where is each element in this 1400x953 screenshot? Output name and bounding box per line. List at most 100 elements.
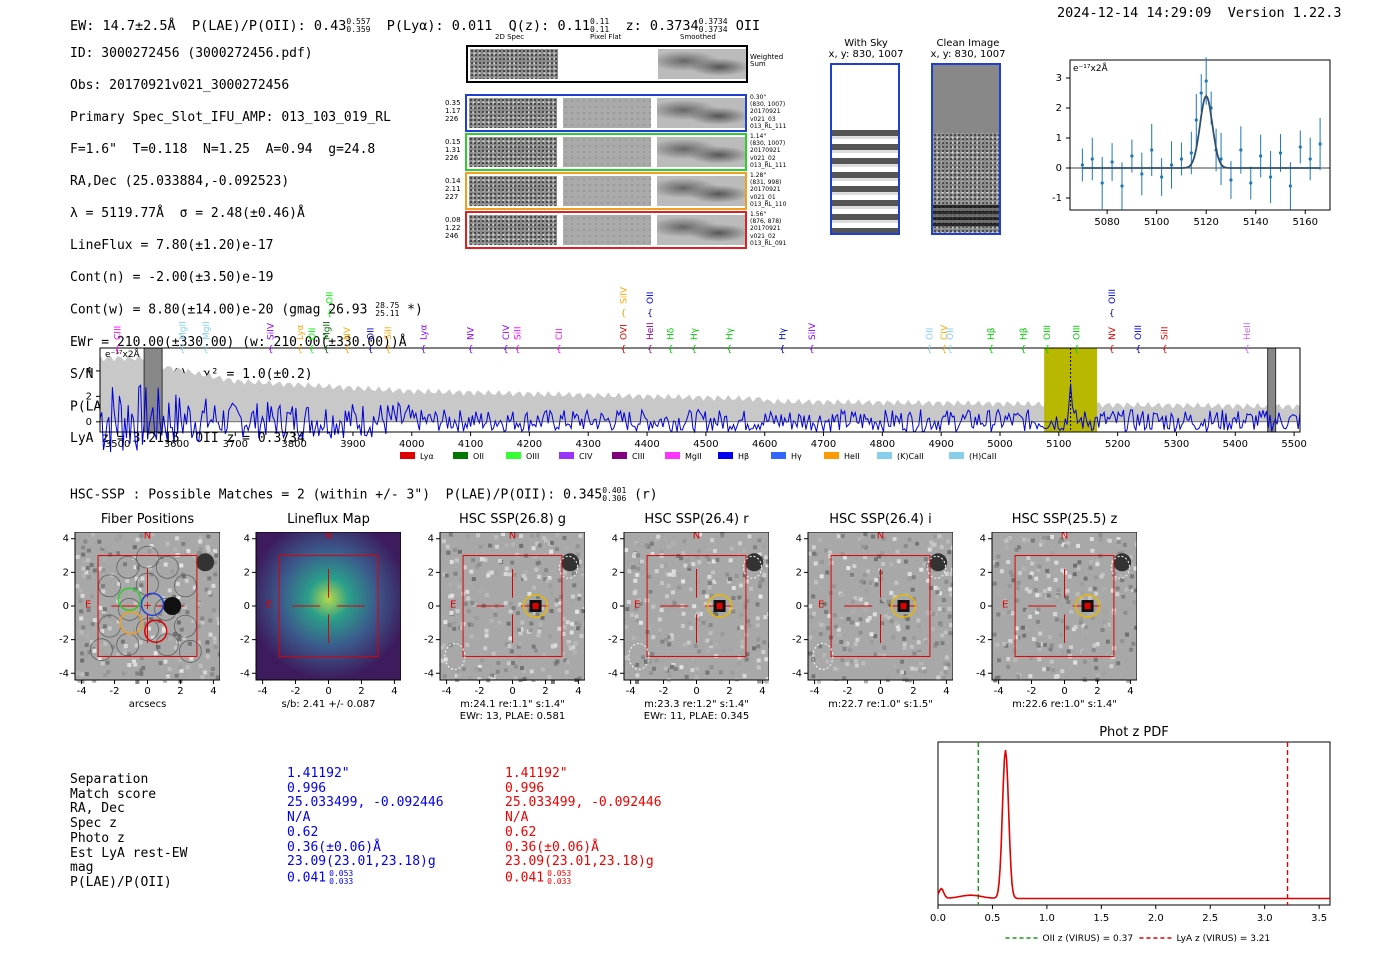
pixel-noise (484, 628, 489, 633)
pixel-noise (635, 542, 640, 547)
pixel-noise (533, 554, 538, 559)
with-sky-image[interactable] (830, 63, 900, 235)
pixel-noise (519, 534, 524, 539)
pixel-noise (633, 606, 638, 611)
pixel-noise (477, 664, 482, 669)
emission-line-label: OIII (1108, 289, 1118, 304)
pixel-noise (496, 660, 501, 665)
sky-cutout (992, 532, 1137, 680)
pixel-noise (943, 670, 948, 675)
pixel-noise (523, 576, 528, 581)
pixel-noise (858, 597, 863, 602)
fiber-circle (90, 638, 113, 662)
pixel-noise (1095, 673, 1100, 678)
header-plae-lo: 0.359 (346, 25, 371, 34)
legend-label: Hβ (738, 452, 749, 461)
pixel-noise (1092, 643, 1097, 648)
pixel-noise (809, 615, 814, 620)
pixel-noise (666, 583, 671, 588)
pixel-noise (1017, 571, 1022, 576)
pixel-noise (647, 659, 652, 664)
pixel-noise (833, 666, 838, 671)
emission-line-label: NV (467, 326, 477, 340)
fiber-row[interactable] (465, 211, 747, 249)
fiber-row[interactable] (465, 133, 747, 171)
pixel-noise (187, 663, 192, 668)
pixel-noise (708, 602, 713, 607)
pixel-noise (916, 640, 921, 645)
x-tick-label: 0 (1061, 686, 1067, 697)
compass-north: N (1061, 532, 1068, 542)
pixel-noise (706, 546, 711, 551)
clean-image[interactable] (931, 63, 1001, 235)
pixel-noise (536, 533, 541, 538)
pixel-noise (479, 658, 484, 663)
pixel-noise (699, 595, 704, 600)
fiber-row[interactable] (465, 94, 747, 132)
legend-swatch (453, 452, 468, 459)
pixel-noise (626, 600, 631, 605)
pixel-noise (925, 610, 930, 615)
pixel-noise (581, 609, 585, 614)
y-tick-label: 4 (63, 534, 69, 545)
pixel-noise (114, 537, 119, 542)
pixel-noise (737, 552, 742, 557)
pixel-noise (942, 675, 947, 680)
pixel-noise (995, 642, 1000, 647)
hsc-title-text: HSC-SSP : Possible Matches = 2 (within +… (70, 487, 603, 503)
pixel-noise (680, 624, 685, 629)
pixel-noise (829, 560, 834, 565)
emission-line-label: Hβ (1020, 327, 1030, 340)
pixel-noise (181, 602, 186, 607)
pixel-noise (946, 539, 951, 544)
pixel-noise (1108, 658, 1113, 663)
emission-line-bracket: { (1135, 345, 1141, 355)
data-point (1268, 175, 1273, 179)
pixel-noise (575, 544, 580, 549)
pixel-noise (102, 613, 107, 618)
pixel-noise (1046, 535, 1051, 540)
legend-swatch (400, 452, 415, 459)
fiber-red (143, 619, 168, 643)
pixel-noise (919, 567, 924, 572)
fiber-row[interactable] (465, 172, 747, 210)
pixel-noise (669, 665, 674, 670)
y-tick-label: 2 (86, 391, 92, 402)
pixel-noise (1087, 595, 1092, 600)
pixel-noise (687, 566, 692, 571)
info-contw-hi: 28.75 (375, 301, 400, 310)
pixel-noise (902, 645, 907, 650)
weighted-sum-row[interactable] (466, 45, 748, 83)
pixel-noise (873, 652, 878, 657)
pixel-noise (506, 661, 511, 666)
pixel-noise (442, 674, 447, 679)
x-tick-label: 4300 (576, 439, 601, 450)
pixel-noise (677, 585, 682, 590)
col-header-flat: Pixel Flat (590, 33, 622, 41)
pixel-noise (845, 662, 850, 667)
panel-caption: m:22.7 re:1.0" s:1.5" (828, 699, 933, 710)
match-table-blue: 1.41192" 0.996 25.033499, -0.092446 N/A 0.62… (287, 766, 444, 886)
pixel-noise (852, 564, 857, 569)
pixel-noise (173, 547, 178, 552)
emission-line-text: MgII (178, 321, 188, 340)
x-tick-label: -2 (475, 686, 485, 697)
timestamp: 2024-12-14 14:29:09 (1057, 5, 1212, 21)
data-point (1318, 142, 1322, 146)
pixel-noise (835, 667, 840, 672)
pixel-noise (459, 577, 464, 582)
panel-title: HSC SSP(26.4) r (644, 512, 749, 527)
pixel-noise (744, 579, 749, 584)
emission-line-bracket: { (421, 345, 427, 355)
emission-line-bracket: { (203, 345, 209, 355)
plae-hi: 0.053 (547, 868, 572, 878)
hsc-aperture (522, 594, 549, 618)
emission-line-label: SiIV (267, 322, 277, 340)
pixel-noise (1014, 547, 1019, 552)
